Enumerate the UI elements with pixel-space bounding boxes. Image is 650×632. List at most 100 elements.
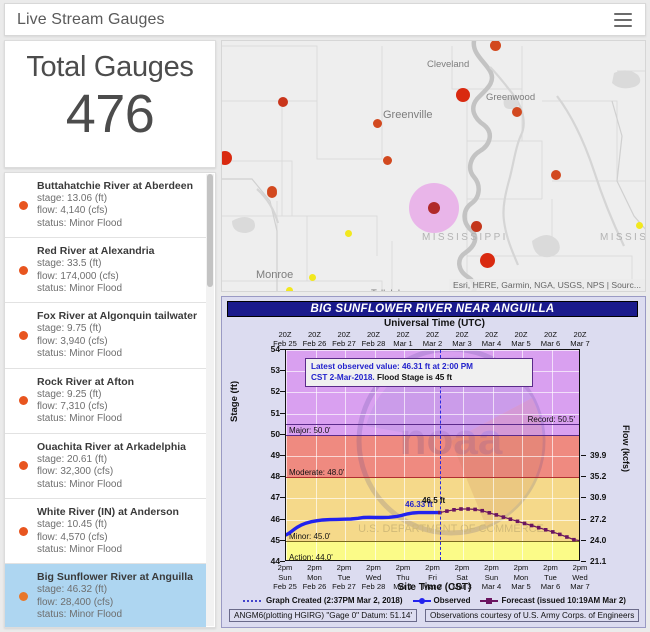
chart-bottom-tick-time: 2pm [425,563,440,572]
chart-threshold-line [286,424,579,426]
map-gauge-marker[interactable] [372,118,382,128]
chart-gridline-h [286,392,579,394]
gauge-flow: flow: 174,000 (cfs) [37,270,119,282]
chart-bottom-tick: 2pm Mon Feb 26 [295,563,335,592]
gauge-name: Rock River at Afton [37,375,135,388]
map-gauge-marker[interactable] [551,170,561,180]
chart-bottom-tick-date: Mar 1 [393,582,413,591]
chart-y2-tick-mark [581,539,586,541]
chart-legend-swatch [478,597,499,604]
chart-forecast-point [466,507,470,511]
chart-top-tick-date: Mar 1 [393,339,413,348]
chart-y-axis-label: Stage (ft) [229,380,240,422]
chart-bottom-tick: 2pm Tue Feb 27 [324,563,364,592]
chart-y-tick-mark [280,497,285,499]
chart-forecast-point [565,535,569,539]
chart-gridline-h [286,456,579,457]
chart-bottom-tick-day: Sat [456,572,468,582]
chart-y2-tick-mark [581,518,586,520]
map-gauge-marker[interactable] [440,291,452,292]
gauge-list-item[interactable]: Buttahatchie River at Aberdeen stage: 13.… [5,173,206,239]
hamburger-menu-icon[interactable] [614,12,632,27]
chart-bottom-tick-date: Mar 6 [540,582,561,591]
map-panel[interactable]: Cleveland Greenville Greenwood Monroe Ta… [221,40,646,292]
gauge-name: White River (IN) at Anderson [37,506,179,519]
gauge-status-dot-icon [19,331,28,341]
chart-y-tick: 45 [270,534,280,545]
map-gauge-marker[interactable] [267,188,277,198]
chart-y-tick-mark [280,539,285,541]
chart-value-annotation: 46.5 ft [422,496,446,505]
chart-y-tick-mark [280,370,285,372]
map-gauge-marker[interactable] [470,220,482,232]
map-gauge-marker[interactable] [512,107,522,117]
gauge-list-item[interactable]: Rock River at Afton stage: 9.25 (ft) flow:… [5,369,206,434]
chart-y2-tick-mark [581,455,586,456]
chart-top-axis-label: Universal Time (UTC) [384,318,485,329]
map-gauge-marker[interactable] [489,41,501,51]
map-gauge-marker[interactable] [222,151,232,165]
gauge-status-dot-cell [10,526,37,536]
chart-bottom-tick-date: Feb 27 [332,582,356,591]
chart-top-tick-date: Mar 6 [540,339,561,348]
gauge-list-scroll-thumb[interactable] [207,174,213,287]
gauge-status: status: Minor Flood [37,609,123,621]
chart-bottom-tick-time: 2pm [454,563,470,572]
map-gauge-marker[interactable] [285,286,293,291]
gauge-flow: flow: 7,310 (cfs) [37,401,108,413]
chart-bottom-tick-day: Mon [307,572,322,582]
chart-bottom-tick: 2pm Wed Mar 7 [560,563,600,592]
gauge-status: status: Minor Flood [37,413,123,425]
map-gauge-marker[interactable] [278,97,288,107]
map-city-label: Greenville [383,109,433,121]
chart-top-tick-time: 20Z [543,330,558,339]
chart-forecast-point [529,523,534,528]
map-gauge-marker[interactable] [344,229,352,237]
gauge-item-text: White River (IN) at Anderson stage: 10.45… [37,506,200,556]
svg-text:noaa: noaa [400,415,503,464]
map-gauge-marker[interactable] [456,88,470,102]
map-gauge-marker[interactable] [479,252,495,268]
chart-gridline-v [404,350,405,560]
chart-gridline-h [286,498,579,500]
gauge-list-item[interactable]: Ouachita River at Arkadelphia stage: 20.6… [5,434,206,500]
gauge-flow: flow: 3,940 (cfs) [37,335,108,347]
chart-y2-tick: 35.2 [590,471,607,482]
chart-top-tick: 20Z Feb 25 [265,330,305,348]
map-gauge-marker[interactable] [308,273,316,281]
chart-y-tick-mark [280,349,285,350]
map-city-label: Tallulah [371,288,403,291]
chart-gridline-v [345,350,346,560]
tooltip-line-2-date: CST 2-Mar-2018. [311,372,375,382]
gauge-status-dot-cell [10,265,37,275]
chart-bottom-tick: 2pm Mon Mar 5 [501,563,541,592]
gauge-item-text: Big Sunflower River at Anguilla stage: 46… [37,571,200,621]
chart-top-tick: 20Z Feb 28 [354,330,394,348]
gauge-status-dot-cell [10,461,37,471]
gauge-list-item[interactable]: White River (IN) at Anderson stage: 10.45… [5,499,206,565]
chart-gridline-v [433,350,435,560]
gauge-list[interactable]: Buttahatchie River at Aberdeen stage: 13.… [5,173,206,627]
chart-top-tick: 20Z Mar 4 [472,330,512,348]
gauge-list-scrollbar[interactable] [206,174,214,626]
chart-top-tick-date: Mar 2 [422,339,443,348]
chart-legend-swatch [411,597,431,604]
tooltip-line-1: Latest observed value: 46.31 ft at 2:00 … [311,362,473,371]
tooltip-line-2-floodstage: Flood Stage is 45 ft [377,372,453,382]
chart-flood-band [286,434,579,478]
gauge-status: status: Minor Flood [37,283,123,295]
map-selected-gauge-marker[interactable] [428,202,440,214]
gauge-list-item[interactable]: Red River at Alexandria stage: 33.5 (ft) f… [5,238,206,304]
chart-bottom-tick-time: 2pm [277,563,293,572]
chart-bottom-tick-day: Wed [572,572,588,582]
chart-current-time-line [439,350,441,560]
gauge-status-dot-icon [19,591,28,601]
chart-bottom-tick-time: 2pm [513,563,529,572]
gauge-list-item[interactable]: Big Sunflower River at Anguilla stage: 46… [5,564,206,627]
chart-y-tick: 44 [270,556,280,566]
chart-y2-tick: 21.1 [590,556,607,566]
gauge-list-item[interactable]: Fox River at Algonquin tailwater stage: 9… [5,303,206,369]
map-gauge-marker[interactable] [382,155,392,165]
map-gauge-marker[interactable] [635,221,643,229]
chart-bottom-tick-day: Wed [365,572,382,582]
